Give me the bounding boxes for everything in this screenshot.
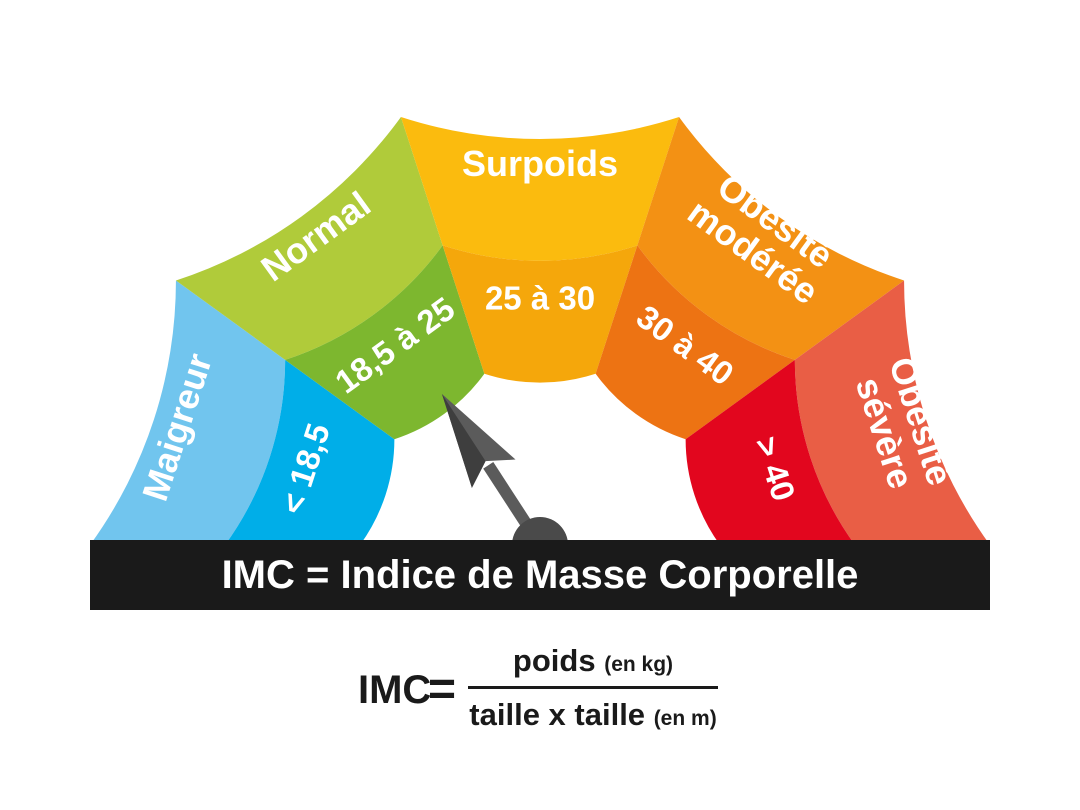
bmi-formula: IMC = poids (en kg) taille x taille (en … [350,640,770,740]
segment-outer-normal [175,117,443,360]
label-surpoids: Surpoids [462,143,618,184]
segment-outer-obesite-severe [794,280,990,545]
segment-inner-obesite-moderee [595,245,795,440]
range-surpoids-line: 25 à 30 [485,279,595,316]
segment-inner-obesite-severe [685,359,855,545]
denominator-unit: (en m) [653,707,717,730]
segment-inner-surpoids [442,245,638,383]
range-surpoids-text: 25 à 30 [485,279,595,316]
label-surpoids-text: Surpoids [462,143,618,184]
segment-outer-maigreur [90,280,286,545]
segment-outer-surpoids [400,117,680,261]
formula-lhs: IMC [358,668,432,712]
inner-ring: < 18,518,5 à 25 25 à 30 30 à 40> 40 [225,245,855,545]
title-bar: IMC = Indice de Masse Corporelle [90,540,990,610]
label-surpoids-line: Surpoids [462,143,618,184]
segment-inner-normal [285,245,485,440]
denominator-text: taille x taille [469,697,646,732]
numerator-unit: (en kg) [604,653,674,676]
range-surpoids: 25 à 30 [485,279,595,316]
title-text: IMC = Indice de Masse Corporelle [221,552,859,597]
segment-inner-maigreur [225,359,395,545]
outer-ring: MaigreurNormalSurpoidsObésitémodéréeObés… [90,117,990,545]
fraction-bar [468,686,718,689]
numerator-text: poids [512,643,596,678]
segment-outer-obesite-moderee [637,117,905,360]
needle-arrowhead-shade [441,394,486,488]
needle-arrowhead [441,394,516,488]
formula-denominator: taille x taille (en m) [468,695,718,739]
formula-fraction: poids (en kg) taille x taille (en m) [468,640,718,739]
formula-equals: = [428,663,457,716]
formula-numerator: poids (en kg) [468,640,718,682]
